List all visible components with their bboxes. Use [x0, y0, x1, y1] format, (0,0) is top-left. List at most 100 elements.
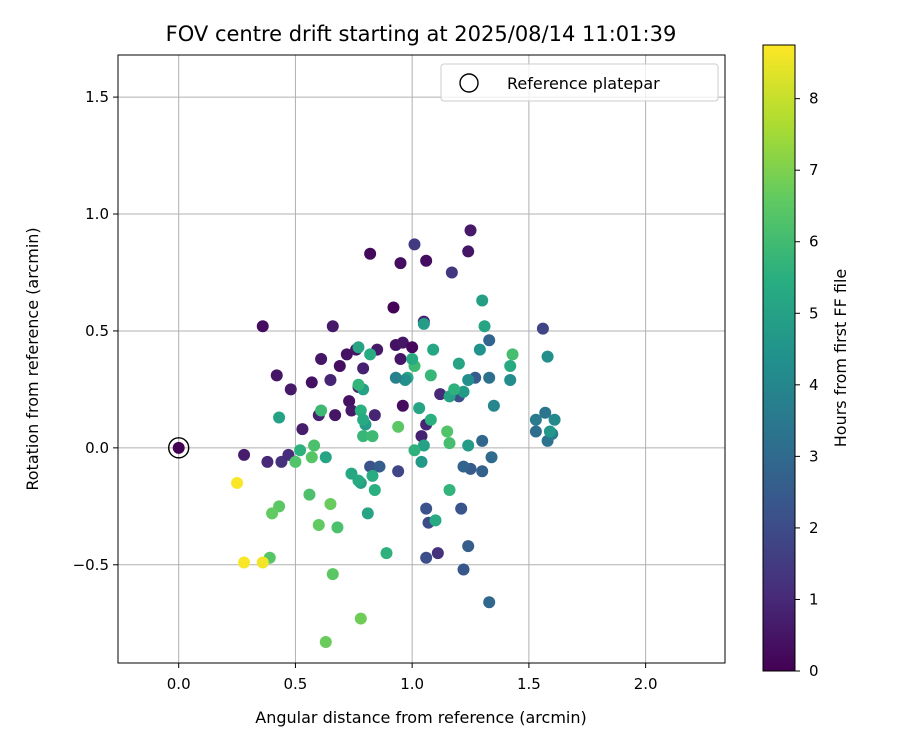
y-axis-ticks: −0.5 0.0 0.5 1.0 1.5: [73, 88, 118, 574]
data-point: [457, 385, 470, 398]
data-point: [315, 353, 328, 365]
data-point: [406, 341, 419, 354]
data-point: [455, 502, 468, 515]
data-point: [445, 266, 458, 279]
data-point: [368, 409, 381, 422]
data-point: [457, 460, 470, 473]
data-point: [324, 497, 337, 510]
data-point: [424, 413, 437, 426]
data-point: [329, 409, 342, 422]
data-point: [357, 430, 370, 443]
data-point: [364, 460, 377, 473]
data-point: [396, 399, 409, 412]
colorbar-tick-label: 8: [809, 90, 819, 108]
reference-platepar-marker: [167, 437, 190, 459]
y-axis-label: Rotation from reference (arcmin): [23, 227, 42, 490]
legend: Reference platepar: [440, 63, 719, 102]
data-point: [319, 451, 332, 464]
data-point: [289, 455, 302, 468]
colorbar-tick-label: 6: [809, 233, 819, 251]
data-point: [448, 383, 461, 396]
x-tick-label: 2.0: [634, 675, 658, 693]
data-point: [417, 317, 430, 330]
data-point: [462, 540, 475, 553]
legend-reference-circle-icon: [459, 73, 479, 93]
data-point: [483, 371, 496, 384]
legend-box: [440, 63, 719, 102]
data-point: [296, 423, 309, 436]
data-point: [457, 563, 470, 576]
x-axis-label: Angular distance from reference (arcmin): [255, 708, 586, 727]
data-point: [541, 350, 554, 363]
data-point: [340, 348, 353, 361]
data-point: [399, 374, 412, 387]
data-point: [373, 460, 386, 473]
y-tick-label: 0.5: [85, 322, 109, 340]
data-point: [548, 413, 561, 426]
data-point: [357, 413, 370, 426]
data-point: [483, 334, 496, 347]
data-point: [536, 322, 549, 335]
colorbar-ticks: 0 1 2 3 4 5 6 7 8: [795, 90, 819, 680]
chart-title: FOV centre drift starting at 2025/08/14 …: [166, 22, 677, 46]
data-point: [354, 612, 367, 625]
colorbar-tick-label: 1: [809, 590, 819, 608]
data-point: [415, 455, 428, 468]
data-point: [364, 247, 377, 260]
data-point: [331, 521, 344, 534]
data-point: [420, 551, 433, 564]
data-point: [452, 357, 465, 370]
data-point: [420, 502, 433, 515]
data-point: [415, 430, 428, 443]
data-point: [366, 469, 379, 482]
data-point: [487, 399, 500, 412]
data-point: [326, 568, 339, 581]
data-point: [368, 483, 381, 496]
data-point: [485, 451, 498, 464]
data-point: [305, 451, 318, 464]
data-point: [413, 402, 426, 415]
grid-lines: [118, 55, 725, 663]
data-point: [478, 320, 491, 333]
data-point: [443, 483, 456, 496]
data-point: [392, 465, 405, 478]
x-tick-label: 0.0: [167, 675, 191, 693]
x-tick-label: 1.5: [517, 675, 541, 693]
data-point: [352, 378, 365, 391]
data-point: [462, 439, 475, 452]
data-point: [389, 371, 402, 384]
data-point: [270, 369, 283, 382]
data-point: [506, 348, 519, 361]
data-point: [417, 439, 430, 452]
data-point: [231, 476, 244, 489]
data-point: [394, 353, 407, 365]
data-point: [476, 465, 489, 478]
data-point: [394, 257, 407, 270]
data-point: [434, 388, 447, 401]
colorbar-tick-label: 3: [809, 447, 819, 465]
data-point: [408, 444, 421, 457]
x-tick-label: 0.5: [284, 675, 308, 693]
data-point: [315, 404, 328, 417]
data-point: [427, 343, 440, 356]
data-point: [380, 547, 393, 560]
data-point: [392, 420, 405, 433]
data-point: [424, 369, 437, 382]
reference-marker: [167, 437, 190, 459]
data-point: [443, 437, 456, 450]
data-point: [476, 294, 489, 307]
data-point: [529, 425, 542, 438]
data-point: [504, 374, 517, 387]
data-point: [343, 395, 356, 408]
data-point: [308, 439, 321, 452]
data-point: [387, 301, 400, 314]
data-point: [345, 404, 358, 417]
data-point: [266, 507, 279, 520]
data-point: [366, 430, 379, 443]
y-tick-label: 1.0: [85, 205, 109, 223]
data-point: [431, 547, 444, 560]
data-point: [529, 413, 542, 426]
x-axis-ticks: 0.0 0.5 1.0 1.5 2.0: [167, 663, 658, 693]
data-point: [238, 556, 251, 569]
data-point: [333, 360, 346, 373]
